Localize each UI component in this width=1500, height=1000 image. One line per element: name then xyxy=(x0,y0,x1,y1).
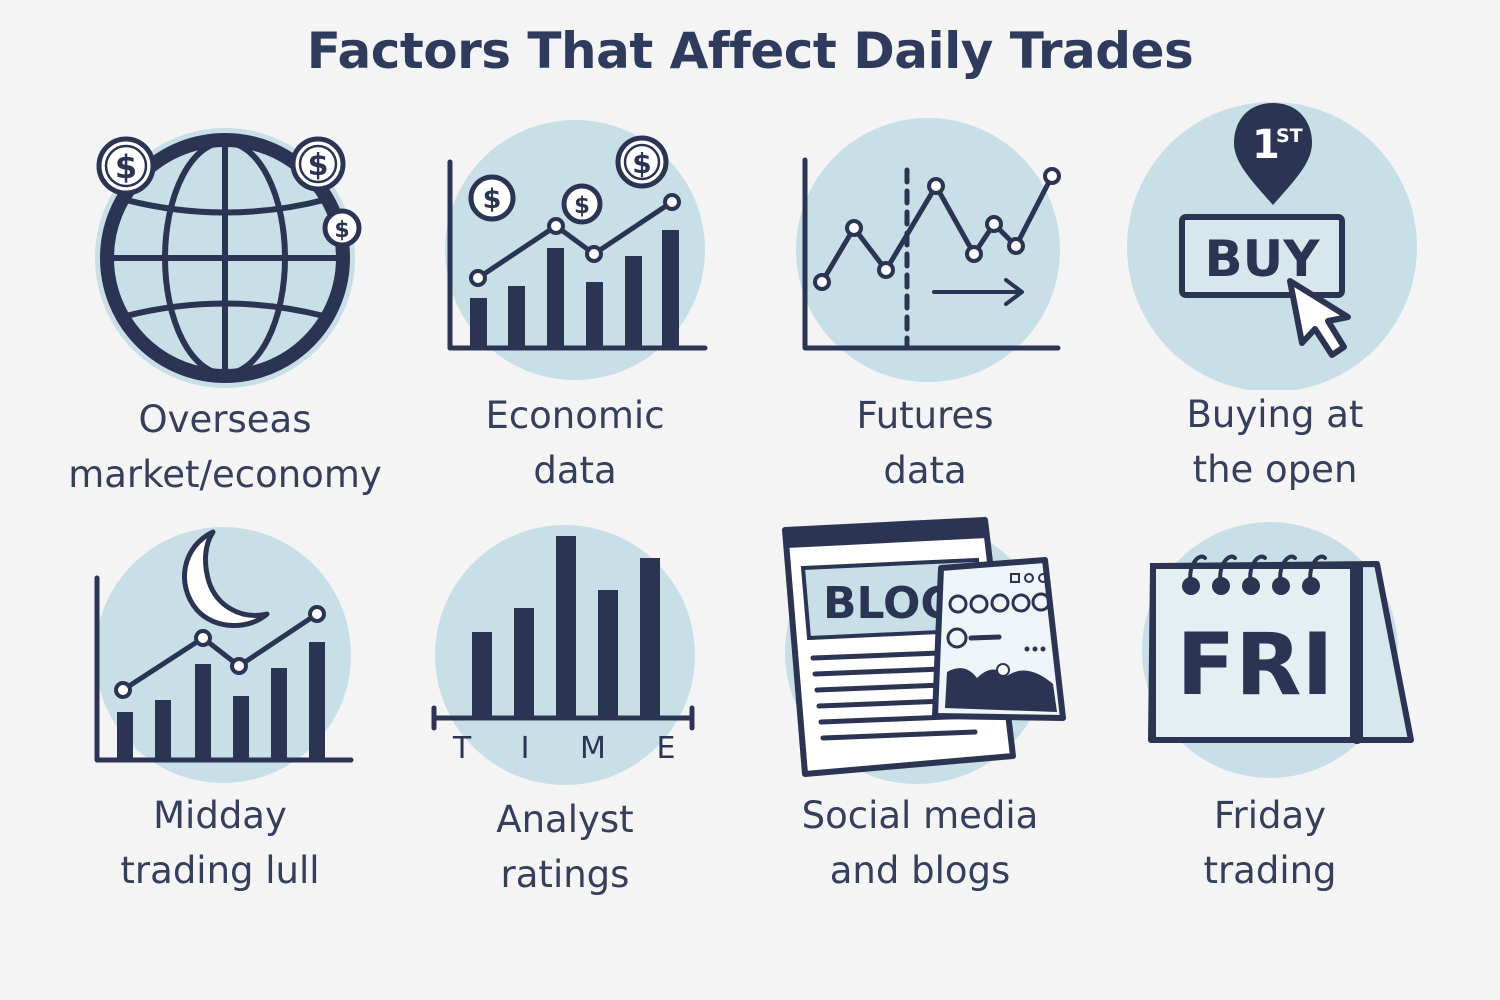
factor-overseas-market: $ $ $ Overseas market/economy xyxy=(50,110,400,500)
globe-with-coins-icon: $ $ $ xyxy=(95,128,362,388)
factor-futures-data: Futures data xyxy=(750,110,1100,500)
buy-button-cursor-icon: 1 ST BUY xyxy=(1127,102,1417,390)
cursor-arrow-icon xyxy=(1287,278,1351,358)
factor-economic-data: $ $ $ Economic data xyxy=(400,110,750,500)
calendar-friday-icon: FRI xyxy=(1142,522,1414,778)
factor-analyst-ratings: T I M E Analyst ratings xyxy=(390,520,740,910)
moon-icon xyxy=(182,529,270,628)
coin-dollar-icon: $ xyxy=(115,148,137,186)
time-letter: E xyxy=(657,731,676,766)
factor-buying-at-open: 1 ST BUY Buying at the open xyxy=(1100,95,1450,500)
factor-label: Economic data xyxy=(485,394,665,492)
factor-label: Friday trading xyxy=(1203,794,1337,892)
coin-dollar-icon: $ xyxy=(632,147,651,180)
moon-chart-icon xyxy=(94,527,354,783)
blog-label: BLOG xyxy=(823,578,957,629)
coin-dollar-icon: $ xyxy=(483,184,502,215)
buy-label: BUY xyxy=(1205,230,1321,288)
bar-chart-time-icon: T I M E xyxy=(431,525,695,785)
coin-dollar-icon: $ xyxy=(308,148,329,183)
calendar-rings-icon xyxy=(1182,554,1327,595)
time-letter: M xyxy=(580,731,606,766)
social-post-icon xyxy=(932,557,1066,721)
factor-label: Overseas market/economy xyxy=(68,398,382,496)
bar-line-chart-with-coins-icon: $ $ $ xyxy=(445,120,708,380)
coin-dollar-icon: $ xyxy=(334,218,349,243)
page-title: Factors That Affect Daily Trades xyxy=(306,22,1194,80)
factor-friday-trading: FRI Friday trading xyxy=(1095,512,1445,910)
time-letter: T xyxy=(452,731,472,766)
first-badge-icon: 1 xyxy=(1252,122,1280,168)
calendar-day-label: FRI xyxy=(1177,615,1334,715)
factor-midday-lull: Midday trading lull xyxy=(45,520,395,910)
blog-page-icon: BLOG xyxy=(782,517,1066,784)
coin-dollar-icon: $ xyxy=(574,193,590,219)
factor-label: Midday trading lull xyxy=(120,794,320,892)
factor-social-media-blogs: BLOG Social media and blogs xyxy=(745,512,1095,910)
line-chart-forecast-icon xyxy=(796,118,1061,382)
time-letter: I xyxy=(521,731,530,766)
svg-text:ST: ST xyxy=(1276,125,1303,147)
factor-label: Futures data xyxy=(856,394,994,492)
factor-label: Social media and blogs xyxy=(801,794,1039,892)
factor-label: Buying at the open xyxy=(1186,393,1364,491)
factor-label: Analyst ratings xyxy=(496,798,634,896)
